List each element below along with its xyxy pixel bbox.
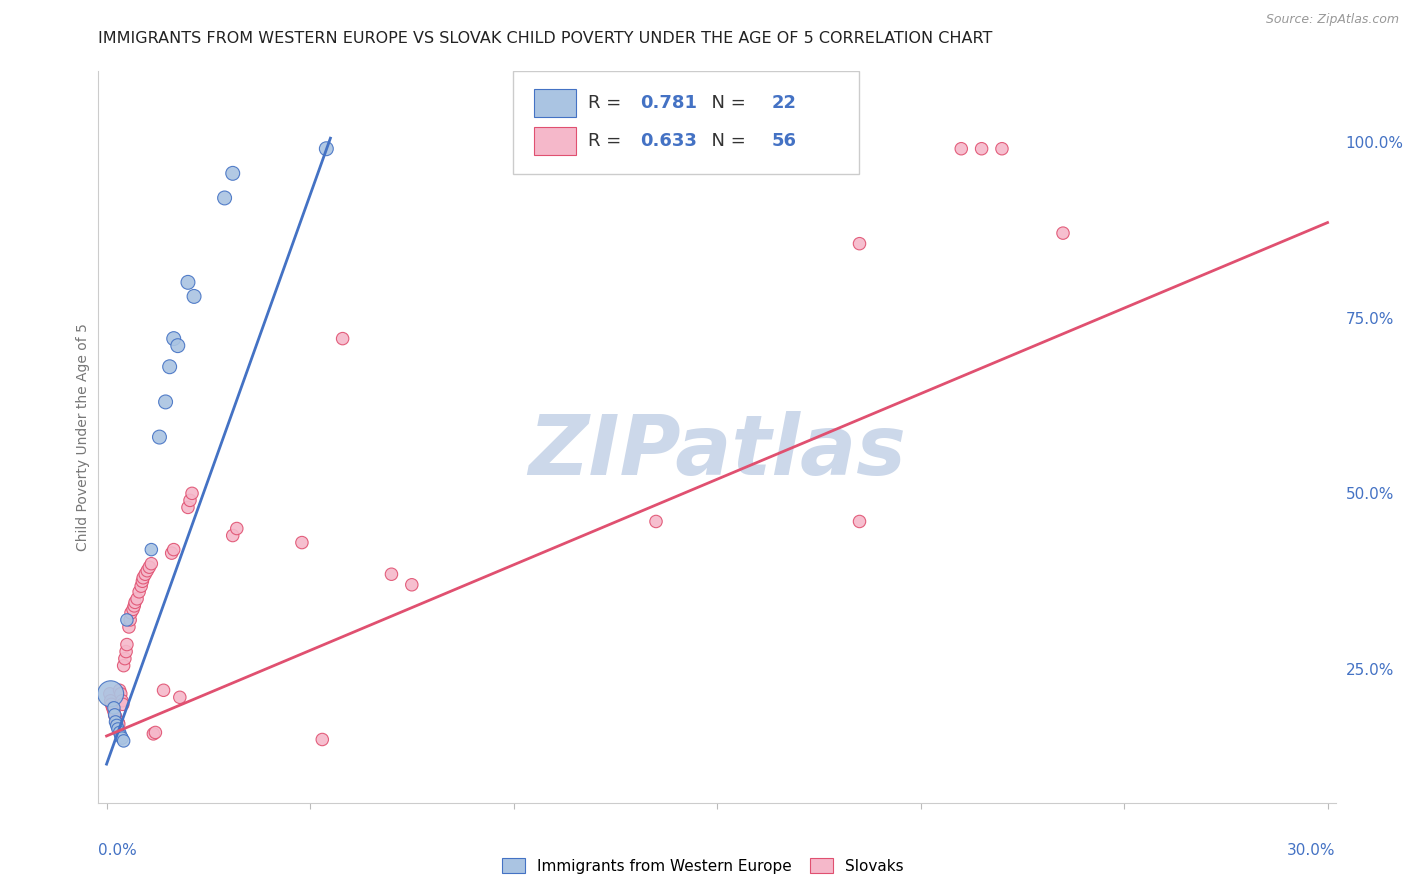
Point (127, 591, 149, 606)
Point (145, 725, 167, 739)
Point (115, 638, 138, 652)
Point (107, 714, 129, 729)
Point (311, 732, 333, 747)
Point (138, 560, 160, 574)
Point (214, 191, 236, 205)
Point (129, 579, 152, 593)
Text: Source: ZipAtlas.com: Source: ZipAtlas.com (1265, 13, 1399, 27)
Text: R =: R = (588, 94, 627, 112)
Point (118, 620, 141, 634)
Point (120, 613, 142, 627)
Point (179, 493, 201, 508)
Point (131, 574, 153, 589)
Text: 30.0%: 30.0% (1288, 843, 1336, 858)
Point (222, 528, 245, 542)
Text: 22: 22 (772, 94, 797, 112)
Point (105, 718, 128, 732)
Point (1052, 226, 1074, 240)
Point (112, 734, 135, 748)
Point (136, 564, 159, 578)
FancyBboxPatch shape (513, 71, 859, 174)
Point (848, 515, 870, 529)
Point (163, 542, 186, 557)
Point (120, 606, 142, 620)
Point (848, 236, 870, 251)
Point (950, 142, 973, 156)
FancyBboxPatch shape (534, 127, 576, 154)
Point (104, 707, 127, 722)
Point (104, 710, 127, 724)
Point (100, 698, 122, 712)
Point (183, 289, 205, 303)
Text: R =: R = (588, 132, 627, 150)
Point (991, 142, 1014, 156)
Point (111, 698, 134, 712)
Text: N =: N = (700, 94, 751, 112)
Point (115, 613, 138, 627)
Point (114, 651, 136, 665)
Legend: Immigrants from Western Europe, Slovaks: Immigrants from Western Europe, Slovaks (496, 852, 910, 880)
Point (111, 694, 134, 708)
Point (166, 339, 188, 353)
Point (134, 567, 156, 582)
Point (108, 683, 131, 698)
Point (160, 546, 183, 560)
Point (103, 705, 125, 719)
Point (332, 332, 354, 346)
Point (100, 687, 122, 701)
Point (122, 599, 145, 613)
Text: IMMIGRANTS FROM WESTERN EUROPE VS SLOVAK CHILD POVERTY UNDER THE AGE OF 5 CORREL: IMMIGRANTS FROM WESTERN EUROPE VS SLOVAK… (98, 31, 993, 46)
Text: N =: N = (700, 132, 751, 150)
Point (124, 595, 146, 609)
Point (155, 395, 177, 409)
Point (401, 578, 423, 592)
Point (104, 714, 127, 729)
Point (177, 276, 200, 290)
Point (104, 707, 127, 722)
Point (103, 701, 125, 715)
Point (163, 332, 186, 346)
Point (108, 725, 131, 739)
Point (98, 687, 121, 701)
Text: 0.0%: 0.0% (98, 843, 138, 858)
Point (141, 542, 163, 557)
Point (222, 166, 245, 180)
Point (315, 142, 337, 156)
Point (291, 535, 314, 549)
Text: ZIPatlas: ZIPatlas (529, 411, 905, 492)
Point (100, 694, 122, 708)
Point (128, 584, 150, 599)
Point (152, 683, 174, 698)
Point (970, 142, 993, 156)
Point (115, 644, 138, 658)
Point (141, 557, 163, 571)
Point (181, 486, 204, 500)
Point (107, 717, 129, 731)
Point (142, 727, 165, 741)
Point (110, 687, 132, 701)
Text: 0.633: 0.633 (640, 132, 697, 150)
Point (380, 567, 402, 582)
Point (645, 515, 668, 529)
Point (107, 722, 129, 736)
Point (105, 713, 128, 727)
Point (225, 521, 247, 535)
Point (101, 701, 124, 715)
Point (132, 571, 155, 585)
Point (159, 359, 181, 374)
Point (177, 500, 200, 515)
Y-axis label: Child Poverty Under the Age of 5: Child Poverty Under the Age of 5 (76, 323, 90, 551)
FancyBboxPatch shape (534, 89, 576, 117)
Point (112, 658, 135, 673)
Text: 0.781: 0.781 (640, 94, 697, 112)
Point (122, 602, 145, 616)
Point (169, 690, 191, 705)
Point (111, 731, 134, 745)
Point (110, 729, 132, 743)
Point (148, 430, 170, 444)
Text: 56: 56 (772, 132, 797, 150)
